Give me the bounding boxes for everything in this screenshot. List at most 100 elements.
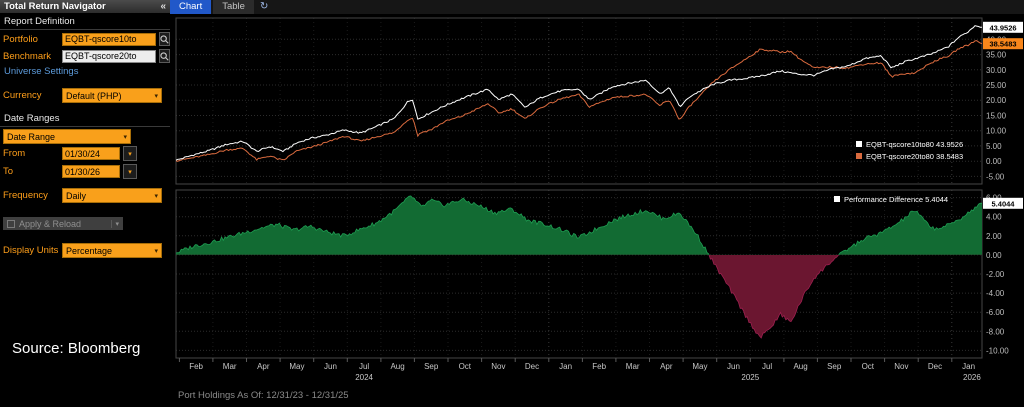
benchmark-label: Benchmark — [3, 50, 52, 62]
svg-text:20.00: 20.00 — [986, 96, 1007, 105]
apply-icon — [7, 219, 15, 228]
search-icon — [160, 51, 169, 61]
svg-text:Oct: Oct — [862, 362, 875, 371]
refresh-icon[interactable]: ↻ — [259, 1, 269, 12]
svg-text:2024: 2024 — [355, 373, 373, 382]
to-date-input[interactable] — [62, 165, 120, 178]
performance-difference-negative-area — [709, 254, 839, 338]
section-report-definition: Report Definition — [0, 13, 170, 30]
universe-settings-link[interactable]: Universe Settings — [4, 66, 79, 77]
source-note: Source: Bloomberg — [12, 340, 141, 357]
svg-text:Jul: Jul — [359, 362, 369, 371]
svg-text:5.4044: 5.4044 — [992, 199, 1016, 208]
frequency-row: Frequency Daily ▾ — [0, 187, 170, 204]
to-label: To — [3, 166, 14, 177]
from-date-input[interactable] — [62, 147, 120, 160]
svg-text:-6.00: -6.00 — [986, 308, 1005, 317]
portfolio-input[interactable] — [62, 32, 156, 46]
benchmark-search-button[interactable] — [159, 49, 170, 63]
tab-chart[interactable]: Chart — [170, 0, 212, 14]
svg-text:Dec: Dec — [928, 362, 942, 371]
svg-text:Jun: Jun — [324, 362, 337, 371]
collapse-panel-icon[interactable]: « — [160, 1, 166, 12]
svg-text:0.00: 0.00 — [986, 251, 1002, 260]
frequency-value: Daily — [66, 190, 87, 201]
svg-text:25.00: 25.00 — [986, 81, 1007, 90]
svg-text:10.00: 10.00 — [986, 127, 1007, 136]
portfolio-label: Portfolio — [3, 33, 38, 45]
svg-text:2026: 2026 — [963, 373, 981, 382]
chart-area: Chart Table ↻ 40.0035.0030.0025.0020.001… — [170, 0, 1024, 407]
apply-reload-button[interactable]: Apply & Reload ▾ — [3, 217, 123, 230]
svg-text:EQBT-qscore10to80 43.9526: EQBT-qscore10to80 43.9526 — [866, 140, 963, 149]
tabbar: Chart Table ↻ — [170, 0, 1024, 14]
section-date-ranges: Date Ranges — [0, 110, 170, 127]
svg-text:Feb: Feb — [592, 362, 606, 371]
performance-difference-positive-area — [176, 195, 982, 255]
currency-value: Default (PHP) — [66, 90, 122, 101]
chevron-down-icon: ▾ — [111, 219, 119, 228]
from-label: From — [3, 148, 26, 159]
svg-text:5.00: 5.00 — [986, 142, 1002, 151]
from-row: From ▾ — [0, 145, 170, 162]
display-units-dropdown[interactable]: Percentage ▾ — [62, 243, 162, 258]
last-value-badge — [983, 21, 1023, 33]
report-definition-label: Report Definition — [4, 16, 75, 27]
svg-text:35.00: 35.00 — [986, 51, 1007, 60]
svg-text:Jun: Jun — [727, 362, 740, 371]
svg-text:2.00: 2.00 — [986, 232, 1002, 241]
portfolio-series-line — [176, 25, 982, 161]
svg-text:Sep: Sep — [424, 362, 439, 371]
svg-text:Dec: Dec — [525, 362, 539, 371]
tab-table[interactable]: Table — [213, 0, 254, 14]
currency-label: Currency — [3, 90, 42, 101]
svg-text:38.5483: 38.5483 — [989, 40, 1016, 49]
to-row: To ▾ — [0, 163, 170, 180]
panel-title: Total Return Navigator — [4, 1, 106, 12]
svg-text:Sep: Sep — [827, 362, 842, 371]
svg-text:15.00: 15.00 — [986, 112, 1007, 121]
to-date-picker-button[interactable]: ▾ — [123, 164, 137, 179]
svg-text:43.9526: 43.9526 — [989, 23, 1016, 32]
svg-text:-8.00: -8.00 — [986, 327, 1005, 336]
benchmark-input[interactable] — [62, 49, 156, 63]
svg-text:-4.00: -4.00 — [986, 289, 1005, 298]
frequency-dropdown[interactable]: Daily ▾ — [62, 188, 162, 203]
svg-text:0.00: 0.00 — [986, 157, 1002, 166]
date-range-dropdown[interactable]: Date Range ▾ — [3, 129, 131, 144]
last-value-badge — [983, 197, 1023, 209]
svg-text:Jan: Jan — [559, 362, 572, 371]
currency-dropdown[interactable]: Default (PHP) ▾ — [62, 88, 162, 103]
portfolio-row: Portfolio — [0, 31, 170, 47]
svg-text:May: May — [289, 362, 304, 371]
chevron-down-icon: ▾ — [128, 150, 132, 158]
chevron-down-icon: ▾ — [154, 247, 158, 255]
svg-text:-5.00: -5.00 — [986, 172, 1005, 181]
display-units-value: Percentage — [66, 245, 113, 256]
svg-text:Aug: Aug — [793, 362, 807, 371]
display-units-row: Display Units Percentage ▾ — [0, 242, 170, 259]
svg-text:Nov: Nov — [894, 362, 908, 371]
search-icon — [160, 34, 169, 44]
total-return-chart[interactable]: 40.0035.0030.0025.0020.0015.0010.005.000… — [170, 14, 1024, 386]
svg-text:Jan: Jan — [962, 362, 975, 371]
display-units-label: Display Units — [3, 245, 59, 256]
chevron-down-icon: ▾ — [123, 133, 127, 141]
apply-reload-label: Apply & Reload — [19, 218, 82, 229]
panel-titlebar: Total Return Navigator « — [0, 0, 170, 13]
svg-text:Nov: Nov — [491, 362, 505, 371]
svg-text:Oct: Oct — [459, 362, 472, 371]
from-date-picker-button[interactable]: ▾ — [123, 146, 137, 161]
top-panel-frame — [175, 17, 983, 185]
portfolio-search-button[interactable] — [159, 32, 170, 46]
chevron-down-icon: ▾ — [154, 92, 158, 100]
bottom-panel-frame — [175, 189, 983, 359]
svg-text:Jul: Jul — [762, 362, 772, 371]
svg-text:Apr: Apr — [660, 362, 673, 371]
frequency-label: Frequency — [3, 190, 48, 201]
svg-text:-2.00: -2.00 — [986, 270, 1005, 279]
currency-row: Currency Default (PHP) ▾ — [0, 87, 170, 104]
chevron-down-icon: ▾ — [128, 168, 132, 176]
svg-text:4.00: 4.00 — [986, 213, 1002, 222]
